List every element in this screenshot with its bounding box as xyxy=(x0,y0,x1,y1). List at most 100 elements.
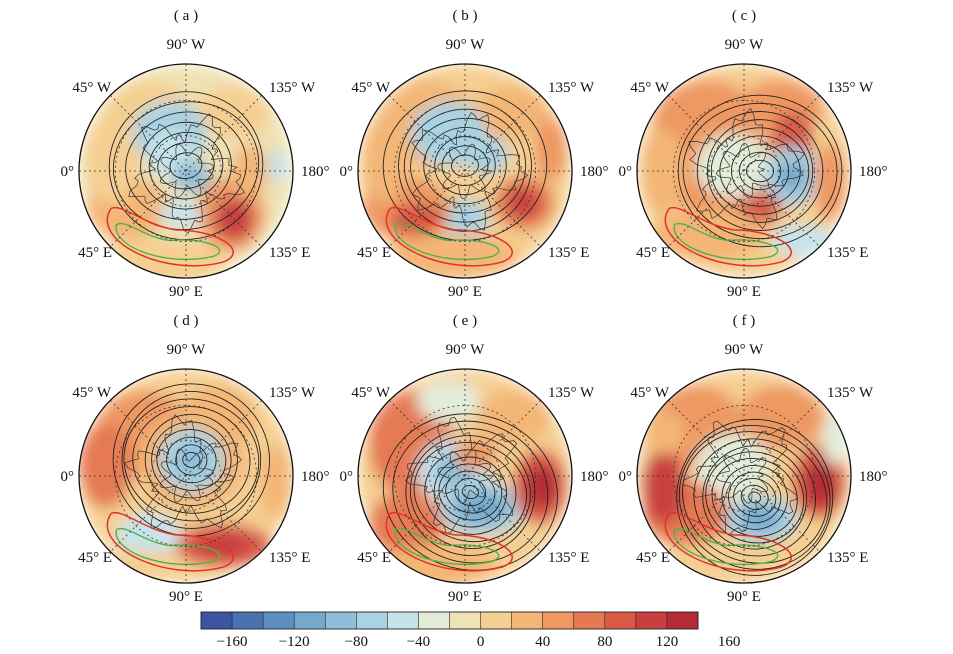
colorbar-tick-label: 80 xyxy=(597,634,612,650)
green-contour xyxy=(394,222,500,261)
lon-label-right: 180° xyxy=(580,164,609,180)
map-border xyxy=(357,368,573,584)
panel-label-f: ( f ) xyxy=(733,313,756,329)
polar-map-panel-f: ( f ) 90° W 45° W 135° W 0° 180° 45° E 135° E 90… xyxy=(619,313,888,605)
lon-label-top: 90° W xyxy=(446,342,485,358)
lon-label-right: 180° xyxy=(859,469,888,485)
lon-label-lower-left: 45° E xyxy=(78,245,112,261)
red-contour xyxy=(106,511,234,572)
colorbar-swatch xyxy=(294,612,326,629)
colorbar-swatch xyxy=(542,612,575,629)
lon-label-lower-right: 135° E xyxy=(269,245,310,261)
contour-lines xyxy=(677,94,843,248)
anomaly-field xyxy=(637,64,851,278)
red-contour xyxy=(664,206,792,267)
colorbar-swatch xyxy=(573,612,606,629)
colorbar-swatch xyxy=(635,612,668,629)
lon-label-upper-right: 135° W xyxy=(269,385,316,401)
colorbar-swatch xyxy=(356,612,388,629)
lon-label-upper-left: 45° W xyxy=(630,385,669,401)
lon-label-upper-left: 45° W xyxy=(351,385,390,401)
lon-label-top: 90° W xyxy=(167,342,206,358)
lon-label-bottom: 90° E xyxy=(727,589,761,605)
polar-map-panel-c: ( c ) 90° W 45° W 135° W 0° 180° 45° E 135° E 90… xyxy=(619,8,888,300)
colorbar-tick-label: 120 xyxy=(656,634,679,650)
panel-label-c: ( c ) xyxy=(732,8,756,24)
colorbar-swatch xyxy=(263,612,295,629)
lon-label-left: 0° xyxy=(340,469,354,485)
colorbar-swatch xyxy=(325,612,357,629)
graticule xyxy=(358,64,572,278)
colorbar-frame xyxy=(200,611,699,630)
colorbar-swatch xyxy=(604,612,637,629)
lon-label-lower-left: 45° E xyxy=(357,245,391,261)
lon-label-top: 90° W xyxy=(725,342,764,358)
green-contour xyxy=(673,222,779,261)
lon-label-lower-right: 135° E xyxy=(827,245,868,261)
lon-label-left: 0° xyxy=(61,164,75,180)
colorbar-tick-label: −120 xyxy=(279,634,310,650)
red-contour xyxy=(385,511,513,572)
lon-label-bottom: 90° E xyxy=(448,589,482,605)
anomaly-field xyxy=(358,64,572,278)
polar-map-panel-a: ( a ) 90° W 45° W 135° W 0° 180° 45° E 135° E 90… xyxy=(61,8,330,300)
lon-label-lower-left: 45° E xyxy=(636,550,670,566)
lon-label-left: 0° xyxy=(61,469,75,485)
colorbar-swatch xyxy=(480,612,512,629)
lon-label-upper-right: 135° W xyxy=(269,80,316,96)
lon-label-top: 90° W xyxy=(167,37,206,53)
lon-label-lower-right: 135° E xyxy=(548,550,589,566)
red-contour xyxy=(385,206,513,267)
panel-label-d: ( d ) xyxy=(174,313,199,329)
lon-label-lower-left: 45° E xyxy=(357,550,391,566)
lon-label-upper-right: 135° W xyxy=(548,385,595,401)
map-border xyxy=(636,63,852,279)
map-border xyxy=(636,368,852,584)
contour-lines xyxy=(382,413,558,571)
anomaly-field xyxy=(79,369,293,583)
polar-map-panel-e: ( e ) 90° W 45° W 135° W 0° 180° 45° E 135° E 90… xyxy=(340,313,609,605)
red-contour xyxy=(664,511,792,572)
colorbar-swatch xyxy=(201,612,233,629)
colorbar-tick-label: −160 xyxy=(217,634,248,650)
colorbar-tick-label: 0 xyxy=(477,634,485,650)
contour-lines xyxy=(108,91,264,241)
polar-map-panel-d: ( d ) 90° W 45° W 135° W 0° 180° 45° E 135° E 90… xyxy=(61,313,330,605)
lon-label-lower-right: 135° E xyxy=(269,550,310,566)
colorbar: −160 −120 −80 −40 0 40 80 120 160 xyxy=(200,611,740,650)
lon-label-bottom: 90° E xyxy=(169,284,203,300)
graticule xyxy=(358,369,572,583)
anomaly-field xyxy=(79,64,293,278)
lon-label-lower-right: 135° E xyxy=(548,245,589,261)
lon-label-upper-right: 135° W xyxy=(548,80,595,96)
lon-label-upper-left: 45° W xyxy=(630,80,669,96)
green-contour xyxy=(394,527,500,566)
panel-label-b: ( b ) xyxy=(453,8,478,24)
colorbar-tick-label: 40 xyxy=(535,634,550,650)
lon-label-right: 180° xyxy=(859,164,888,180)
graticule xyxy=(637,64,851,278)
lon-label-lower-right: 135° E xyxy=(827,550,868,566)
red-contour xyxy=(106,206,234,267)
colorbar-tick-label: −40 xyxy=(407,634,430,650)
lon-label-top: 90° W xyxy=(446,37,485,53)
lon-label-top: 90° W xyxy=(725,37,764,53)
green-contour xyxy=(673,527,779,566)
colorbar-swatch xyxy=(418,612,450,629)
lon-label-upper-left: 45° W xyxy=(351,80,390,96)
colorbar-swatch xyxy=(232,612,264,629)
lon-label-upper-left: 45° W xyxy=(72,385,111,401)
anomaly-field xyxy=(637,369,851,583)
graticule xyxy=(79,369,293,583)
graticule xyxy=(637,369,851,583)
lon-label-bottom: 90° E xyxy=(169,589,203,605)
lon-label-left: 0° xyxy=(340,164,354,180)
green-contour xyxy=(115,222,221,261)
lon-label-bottom: 90° E xyxy=(727,284,761,300)
lon-label-right: 180° xyxy=(580,469,609,485)
colorbar-swatch xyxy=(511,612,543,629)
contour-lines xyxy=(676,418,834,576)
coastlines xyxy=(411,112,529,231)
polar-map-panel-b: ( b ) 90° W 45° W 135° W 0° 180° 45° E 135° E 90… xyxy=(340,8,609,300)
